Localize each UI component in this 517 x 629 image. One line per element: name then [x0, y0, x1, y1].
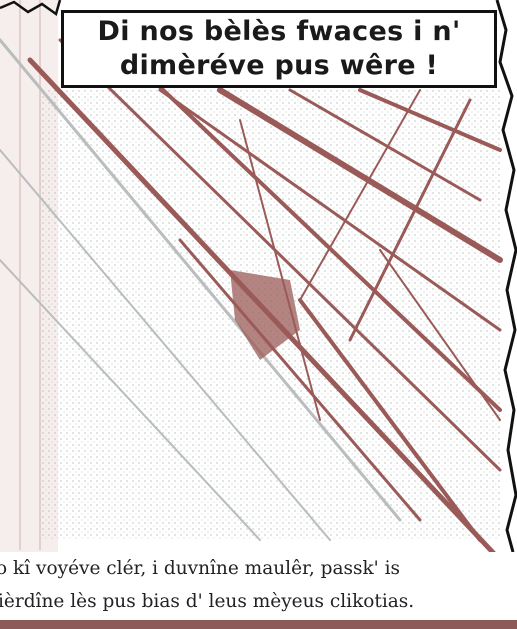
- shard-stroke: [0, 38, 402, 522]
- title-line-2: dimèréve pus wêre !: [119, 50, 439, 81]
- caption-line-1: o kî voyéve clér, i duvnîne maulêr, pass…: [0, 558, 401, 579]
- speech-caption-box: Di nos bèlès fwaces i n' dimèréve pus wê…: [61, 10, 497, 88]
- narration-caption: o kî voyéve clér, i duvnîne maulêr, pass…: [0, 552, 517, 622]
- shard-stroke: [299, 89, 421, 301]
- torn-corner-top-left: [0, 0, 62, 17]
- glass-shard-illustration: [0, 0, 517, 552]
- shard-stroke: [239, 119, 321, 421]
- shard-stroke: [348, 98, 472, 342]
- shard-stroke: [298, 298, 482, 542]
- shard-stroke: [58, 38, 502, 472]
- shard-stroke: [288, 88, 482, 202]
- shard-stroke: [0, 149, 331, 541]
- shard-stroke: [0, 259, 261, 541]
- shard-stroke: [358, 88, 502, 152]
- shard-stroke: [217, 87, 503, 263]
- title-line-1: Di nos bèlès fwaces i n': [97, 16, 461, 47]
- caption-line-2: ièrdîne lès pus bias d' leus mèyeus clik…: [0, 591, 415, 612]
- jagged-right-border: [495, 0, 517, 552]
- shard-stroke: [158, 88, 502, 332]
- shard-cluster: [230, 270, 300, 360]
- shard-stroke: [379, 249, 501, 421]
- next-panel-edge: [0, 620, 517, 629]
- shard-stroke: [178, 238, 422, 522]
